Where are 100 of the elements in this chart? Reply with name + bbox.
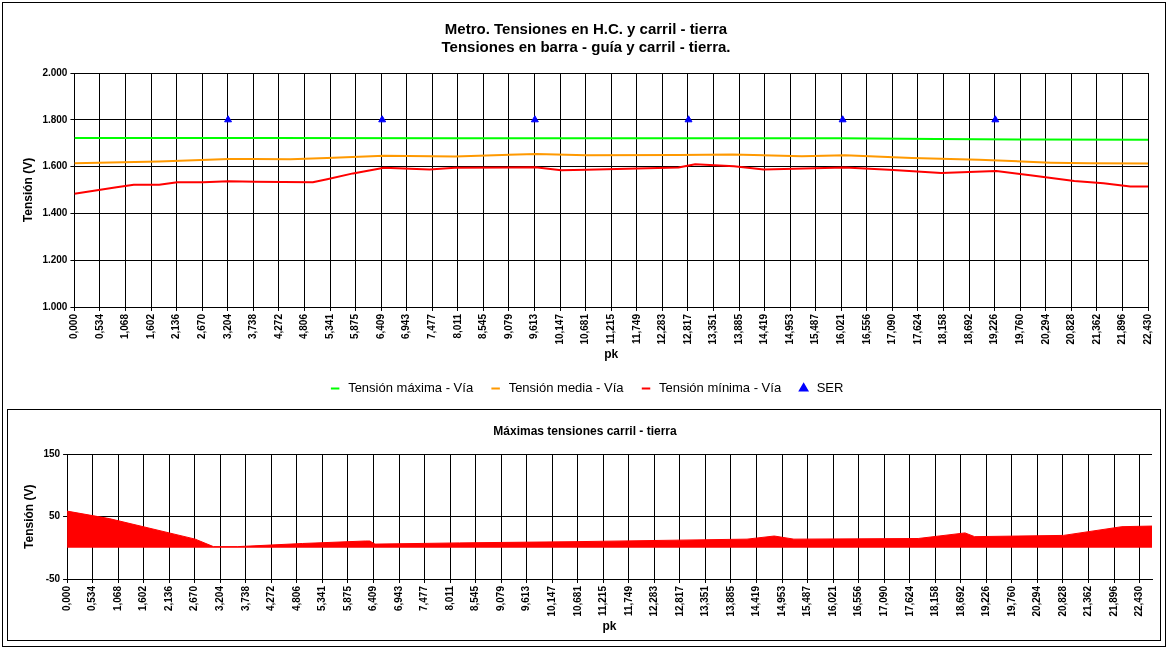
y-tick-label: 50 xyxy=(48,510,61,522)
x-tick-label: 2,670 xyxy=(188,585,200,612)
x-tick-label: 21,362 xyxy=(1082,585,1094,617)
y-tick-label: 150 xyxy=(43,448,61,460)
x-tick-label: 16,556 xyxy=(852,585,864,617)
x-tick-label: 12,817 xyxy=(681,313,693,345)
x-tick-label: 7,477 xyxy=(418,585,430,612)
x-tick-label: 19,760 xyxy=(1013,313,1025,345)
x-tick-label: 17,090 xyxy=(877,585,889,617)
chart-title: Metro. Tensiones en H.C. y carril - tierra Tensiones en barra - guía y carril - tierra. xyxy=(441,20,731,56)
x-tick-label: 16,021 xyxy=(834,313,846,345)
x-tick-label: 4,272 xyxy=(272,313,284,340)
y-axis-title: Tensión (V) xyxy=(20,157,35,223)
x-tick-label: 11,215 xyxy=(597,585,609,617)
legend-label: Tensión máxima - Vía xyxy=(348,380,474,396)
x-tick-label: 3,204 xyxy=(214,585,226,612)
x-tick-label: 16,021 xyxy=(826,585,838,617)
x-tick-label: 0,534 xyxy=(93,313,105,340)
x-tick-label: 21,896 xyxy=(1116,313,1128,345)
x-tick-label: 8,011 xyxy=(443,585,455,611)
x-tick-label: 20,294 xyxy=(1031,585,1043,617)
x-tick-label: 14,419 xyxy=(750,585,762,617)
x-tick-label: 10,681 xyxy=(579,313,591,345)
x-tick-label: 13,351 xyxy=(699,585,711,617)
x-tick-label: 5,341 xyxy=(323,313,335,340)
x-tick-label: 10,147 xyxy=(553,313,565,345)
x-tick-label: 17,624 xyxy=(903,585,915,617)
x-tick-label: 8,011 xyxy=(451,313,463,339)
x-tick-label: 22,430 xyxy=(1141,313,1153,345)
x-tick-label: 9,079 xyxy=(494,585,506,612)
x-tick-label: 6,409 xyxy=(374,313,386,340)
x-tick-label: 6,409 xyxy=(367,585,379,612)
y-tick-label: 1.000 xyxy=(42,300,68,312)
x-tick-label: 3,738 xyxy=(239,585,251,612)
x-tick-label: 9,613 xyxy=(520,585,532,612)
x-tick-label: 4,272 xyxy=(265,585,277,612)
x-tick-label: 17,624 xyxy=(911,313,923,345)
x-tick-label: 21,362 xyxy=(1090,313,1102,345)
x-axis-title: pk xyxy=(604,347,619,362)
x-tick-label: 14,419 xyxy=(758,313,770,345)
x-tick-label: 10,147 xyxy=(546,585,558,617)
x-tick-label: 2,670 xyxy=(195,313,207,340)
x-tick-label: 20,828 xyxy=(1056,585,1068,617)
x-tick-label: 5,875 xyxy=(349,313,361,340)
x-tick-label: 3,738 xyxy=(247,313,259,340)
legend-label: Tensión media - Vía xyxy=(508,380,625,396)
x-tick-label: 1,068 xyxy=(119,313,131,340)
x-tick-label: 18,158 xyxy=(937,313,949,345)
x-tick-label: 1,602 xyxy=(137,585,149,612)
x-tick-label: 15,487 xyxy=(809,313,821,345)
x-tick-label: 14,953 xyxy=(783,313,795,345)
y-tick-label: 1.800 xyxy=(42,113,68,125)
x-tick-label: 18,158 xyxy=(929,585,941,617)
x-tick-label: 13,351 xyxy=(707,313,719,345)
x-tick-label: 8,545 xyxy=(469,585,481,612)
x-tick-label: 4,806 xyxy=(290,585,302,612)
legend-label: Tensión mínima - Vía xyxy=(659,380,782,396)
x-tick-label: 12,283 xyxy=(656,313,668,345)
x-tick-label: 22,430 xyxy=(1133,585,1145,617)
x-tick-label: 7,477 xyxy=(426,313,438,340)
x-tick-label: 16,556 xyxy=(860,313,872,345)
x-tick-label: 19,226 xyxy=(980,585,992,617)
x-tick-label: 9,613 xyxy=(528,313,540,340)
x-tick-label: 0,534 xyxy=(86,585,98,612)
x-tick-label: 11,749 xyxy=(630,313,642,345)
x-tick-label: 18,692 xyxy=(954,585,966,617)
x-tick-label: 18,692 xyxy=(962,313,974,345)
x-tick-label: 2,136 xyxy=(162,585,174,612)
x-tick-label: 2,136 xyxy=(170,313,182,340)
x-tick-label: 0,000 xyxy=(68,313,80,340)
x-tick-label: 14,953 xyxy=(775,585,787,617)
x-tick-label: 1,602 xyxy=(144,313,156,340)
x-tick-label: 4,806 xyxy=(298,313,310,340)
x-tick-label: 6,943 xyxy=(400,313,412,340)
x-tick-label: 9,079 xyxy=(502,313,514,340)
x-tick-label: 1,068 xyxy=(111,585,123,612)
x-tick-label: 11,749 xyxy=(622,585,634,617)
y-tick-label: 2.000 xyxy=(42,66,68,78)
x-axis-title: pk xyxy=(602,619,617,634)
x-tick-label: 21,896 xyxy=(1107,585,1119,617)
x-tick-label: 20,294 xyxy=(1039,313,1051,345)
x-tick-label: 19,760 xyxy=(1005,585,1017,617)
x-tick-label: 12,283 xyxy=(648,585,660,617)
y-tick-label: 1.200 xyxy=(42,253,68,265)
y-tick-label: -50 xyxy=(45,572,61,584)
x-tick-label: 17,090 xyxy=(886,313,898,345)
x-tick-label: 11,215 xyxy=(604,313,616,345)
y-tick-label: 1.400 xyxy=(42,207,68,219)
x-tick-label: 0,000 xyxy=(60,585,72,612)
x-tick-label: 13,885 xyxy=(732,313,744,345)
x-tick-label: 3,204 xyxy=(221,313,233,340)
x-tick-label: 5,341 xyxy=(316,585,328,612)
x-tick-label: 8,545 xyxy=(477,313,489,340)
x-tick-label: 15,487 xyxy=(801,585,813,617)
x-tick-label: 19,226 xyxy=(988,313,1000,345)
x-tick-label: 12,817 xyxy=(673,585,685,617)
y-axis-title: Tensión (V) xyxy=(21,484,36,549)
x-tick-label: 5,875 xyxy=(341,585,353,612)
x-tick-label: 10,681 xyxy=(571,585,583,617)
x-tick-label: 6,943 xyxy=(392,585,404,612)
